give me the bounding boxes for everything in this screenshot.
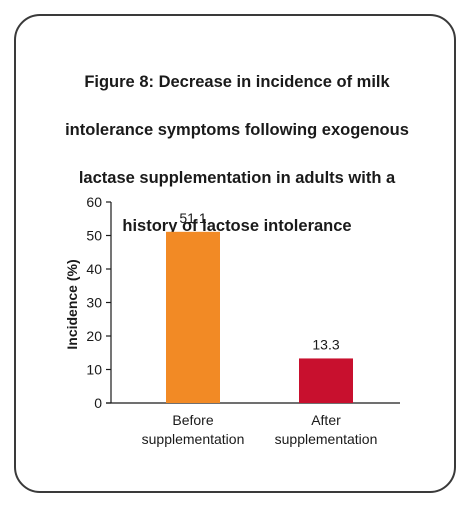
chart-title-line: intolerance symptoms following exogenous [65,121,409,139]
y-tick-label: 20 [86,328,102,344]
chart-title-line: history of lactose intolerance [122,217,352,235]
y-tick-label: 50 [86,228,102,244]
y-tick-label: 0 [94,395,102,411]
y-tick-label: 30 [86,295,102,311]
bar-value-label: 51.1 [179,210,206,226]
y-tick-label: 60 [86,194,102,210]
bar-after [299,358,353,403]
x-category-label: supplementation [142,431,245,447]
x-category-label: Before [172,412,213,428]
y-tick-label: 10 [86,362,102,378]
y-tick-label: 40 [86,261,102,277]
chart-card [14,14,456,493]
chart-title-line: Figure 8: Decrease in incidence of milk [84,73,390,91]
x-category-label: supplementation [275,431,378,447]
bar-before [166,231,220,403]
chart-title-line: lactase supplementation in adults with a [78,169,396,187]
x-category-label: After [311,412,341,428]
chart-title: Figure 8: Decrease in incidence of milk … [30,46,444,238]
y-axis-title: Incidence (%) [64,259,80,349]
bar-value-label: 13.3 [312,336,339,352]
